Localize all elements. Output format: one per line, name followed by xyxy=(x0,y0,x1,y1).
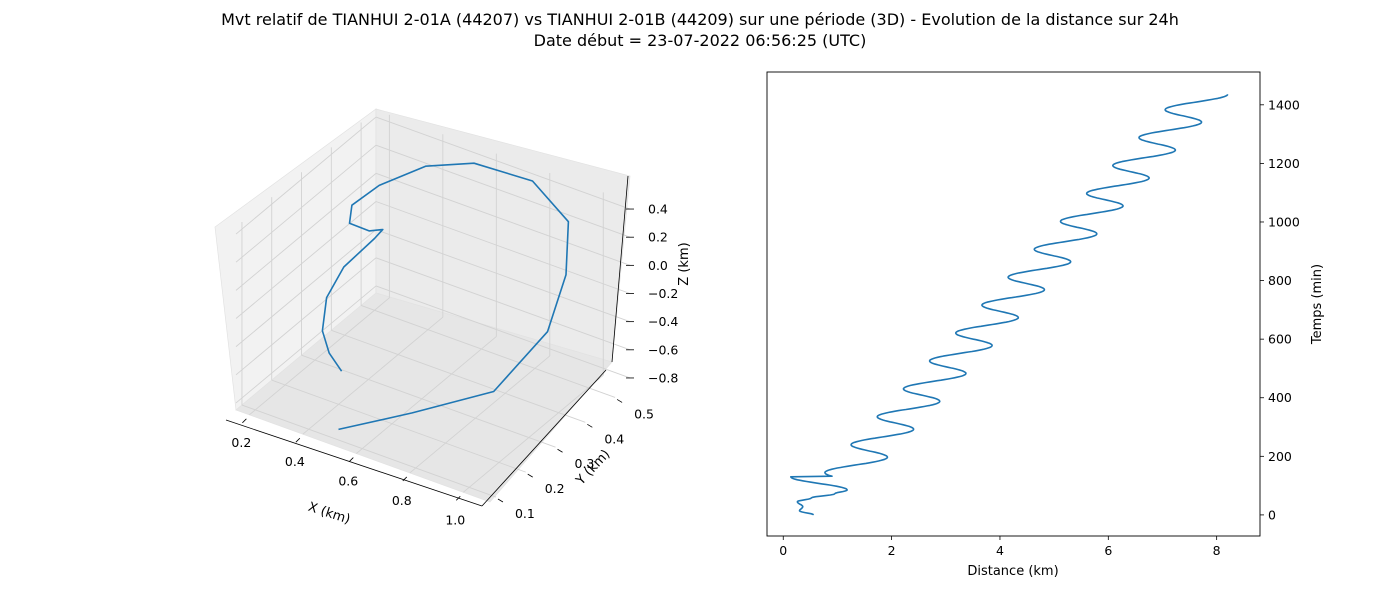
side-grid-z xyxy=(235,116,377,235)
y-tick-label: 0 xyxy=(1268,507,1276,522)
y-tick-label-3d: 0.5 xyxy=(634,406,654,421)
z-tick-label-3d: 0.4 xyxy=(648,202,668,217)
y-tick-3d xyxy=(497,498,504,503)
plot-area xyxy=(766,71,1261,537)
side-grid-z xyxy=(235,173,377,291)
y-tick-label: 1400 xyxy=(1268,97,1300,112)
x-tick-3d xyxy=(349,457,354,462)
ticks-2d: 0 2 4 6 8 0 200 400 600 800 1000 1200 1400 xyxy=(779,97,1300,558)
z-tick-label-3d: −0.4 xyxy=(648,314,678,329)
side-grid-z xyxy=(235,201,377,319)
back-grid-z xyxy=(375,229,631,323)
floor-grid-y xyxy=(241,404,497,498)
x-tick-label: 6 xyxy=(1104,543,1112,558)
x-tick-label-3d: 0.6 xyxy=(338,474,358,489)
z-tick-label-3d: 0.0 xyxy=(648,258,668,273)
chart-2d: 0 2 4 6 8 0 200 400 600 800 1000 1200 1400 Distance … xyxy=(766,71,1325,579)
y-tick-3d xyxy=(587,423,593,428)
y-tick-label-3d: 0.3 xyxy=(575,456,595,471)
side-grid-z xyxy=(235,285,377,404)
z-axis-label-3d: Z (km) xyxy=(677,242,692,285)
back-grid-z xyxy=(375,201,631,294)
y-tick-label-3d: 0.2 xyxy=(545,481,565,496)
figure-title: Mvt relatif de TIANHUI 2-01A (44207) vs … xyxy=(221,10,1179,29)
y-tick-label: 400 xyxy=(1268,390,1292,405)
x-tick-label: 2 xyxy=(888,543,896,558)
floor-grid-y xyxy=(331,329,586,423)
x-axis-label: Distance (km) xyxy=(967,564,1058,579)
y-tick-label: 200 xyxy=(1268,449,1292,464)
z-tick-label-3d: −0.2 xyxy=(648,286,678,301)
trajectory-3d-line xyxy=(321,162,570,431)
y-tick-3d xyxy=(527,473,533,478)
y-axis-line xyxy=(481,369,607,507)
floor-grid-x xyxy=(462,374,604,493)
x-tick-3d xyxy=(402,476,408,482)
distance-series-line xyxy=(789,94,1229,516)
figure-subtitle: Date début = 23-07-2022 06:56:25 (UTC) xyxy=(533,31,867,50)
back-grid-z xyxy=(375,257,631,351)
x-tick-label: 8 xyxy=(1213,543,1221,558)
back-grid-z xyxy=(375,285,631,379)
y-tick-label-3d: 0.4 xyxy=(604,431,624,446)
z-tick-label-3d: −0.8 xyxy=(648,370,678,385)
floor-grid-y xyxy=(360,305,616,398)
side-grid-z xyxy=(235,229,377,347)
y-tick-3d xyxy=(616,399,623,403)
z-tick-label-3d: −0.6 xyxy=(648,342,678,357)
back-grid-z xyxy=(375,116,631,210)
x-tick-label-3d: 0.4 xyxy=(285,454,305,469)
floor-grid-x xyxy=(409,355,551,474)
x-tick-label: 4 xyxy=(996,543,1004,558)
x-tick-label-3d: 0.8 xyxy=(392,493,412,508)
y-tick-label-3d: 0.1 xyxy=(515,506,535,521)
back-grid-z xyxy=(375,144,631,238)
figure-title-block: Mvt relatif de TIANHUI 2-01A (44207) vs … xyxy=(0,9,1400,51)
side-grid-z xyxy=(235,257,377,376)
side-grid-z xyxy=(235,144,377,263)
y-tick-label: 600 xyxy=(1268,332,1292,347)
floor-grid-y xyxy=(301,354,556,448)
y-tick-label: 1200 xyxy=(1268,156,1300,171)
ticks-3d: 0.2 0.4 0.6 0.8 1.0 0.1 0.2 0.3 0.4 0.5 0.4 0.2 0.0 −… xyxy=(231,202,678,528)
x-tick-label: 0 xyxy=(779,543,787,558)
floor-grid-y xyxy=(271,379,526,473)
floor-grid-x xyxy=(302,316,444,435)
x-tick-3d xyxy=(455,496,461,501)
y-tick-3d xyxy=(557,448,563,453)
floor-grid-x xyxy=(249,297,390,416)
y-tick-label: 800 xyxy=(1268,273,1292,288)
chart-3d: 0.2 0.4 0.6 0.8 1.0 0.1 0.2 0.3 0.4 0.5 0.4 0.2 0.0 −… xyxy=(214,108,692,528)
x-tick-label-3d: 0.2 xyxy=(231,435,251,450)
grid-3d xyxy=(235,114,631,498)
y-tick-label: 1000 xyxy=(1268,214,1300,229)
x-tick-label-3d: 1.0 xyxy=(445,512,465,527)
x-tick-3d xyxy=(295,437,301,443)
x-axis-label-3d: X (km) xyxy=(306,500,352,528)
axes-3d xyxy=(225,175,629,507)
z-axis-line xyxy=(611,175,629,363)
x-tick-3d xyxy=(242,418,247,424)
y-axis-label: Temps (min) xyxy=(1310,264,1325,345)
back-grid-z xyxy=(375,172,631,266)
z-tick-label-3d: 0.2 xyxy=(648,230,668,245)
x-axis-line xyxy=(225,419,483,507)
floor-grid-x xyxy=(356,336,497,454)
